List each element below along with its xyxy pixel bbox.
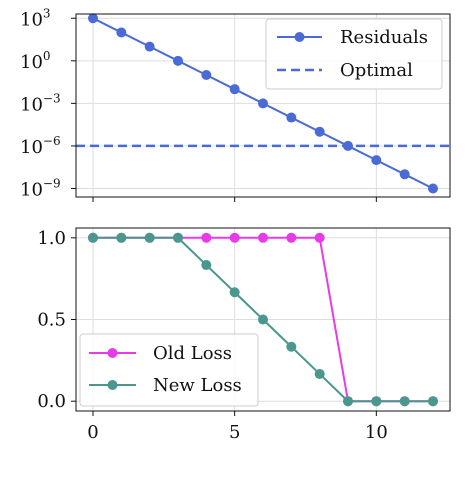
bottom-series (88, 232, 438, 407)
top-panel: 103 100 10−3 10−6 10−9 Residuals Optimal (20, 6, 451, 202)
legend-old-loss-marker (107, 348, 118, 358)
legend-optimal-label: Optimal (340, 60, 413, 81)
residuals-point (144, 41, 155, 52)
residuals-point (88, 13, 98, 24)
new-loss-point (343, 396, 353, 407)
residuals-point (399, 169, 410, 180)
legend-new-loss-label: New Loss (153, 375, 242, 396)
bottom-panel: 1.0 0.5 0.0 0 5 10 Old Loss New Loss (37, 227, 451, 443)
legend-residuals-marker (294, 32, 305, 42)
new-loss-point (399, 396, 410, 407)
residuals-point (116, 27, 127, 38)
new-loss-point (286, 341, 297, 352)
top-x-ticks (92, 197, 377, 202)
top-y-tick-label: 10−6 (20, 134, 61, 158)
new-loss-point (258, 314, 268, 325)
bottom-x-axis: 0 5 10 (87, 411, 388, 443)
legend-new-loss-marker (107, 380, 118, 390)
legend-residuals-label: Residuals (340, 27, 428, 48)
new-loss-point (144, 232, 155, 243)
top-y-axis: 103 100 10−3 10−6 10−9 (20, 6, 76, 200)
bottom-x-tick-label: 0 (87, 422, 98, 443)
bottom-x-tick-label: 5 (229, 422, 240, 443)
old-loss-point (229, 232, 240, 243)
top-y-tick-label: 10−3 (20, 91, 61, 115)
old-loss-point (258, 232, 268, 243)
top-y-tick-label: 10−9 (20, 176, 61, 200)
bottom-y-tick-label: 0.0 (37, 391, 66, 412)
residuals-point (201, 70, 212, 80)
residuals-point (286, 112, 297, 123)
old-loss-point (314, 232, 325, 243)
residuals-point (428, 183, 438, 194)
bottom-y-tick-label: 1.0 (37, 228, 66, 249)
new-loss-point (428, 396, 438, 407)
bottom-y-tick-label: 0.5 (37, 310, 66, 331)
top-y-tick-label: 103 (20, 6, 51, 30)
residuals-point (258, 98, 268, 109)
old-loss-point (286, 232, 297, 243)
residuals-point (229, 84, 240, 95)
top-y-tick-label: 100 (20, 49, 51, 73)
bottom-legend: Old Loss New Loss (79, 333, 259, 407)
residuals-point (314, 126, 325, 137)
new-loss-point (314, 368, 325, 379)
top-series (76, 13, 450, 194)
residuals-point (173, 55, 183, 66)
top-plot-frame (75, 13, 451, 198)
new-loss-point (88, 232, 98, 243)
residuals-point (371, 155, 382, 166)
bottom-y-axis: 1.0 0.5 0.0 (37, 228, 76, 412)
bottom-x-tick-label: 10 (365, 422, 388, 443)
new-loss-point (116, 232, 127, 243)
new-loss-point (173, 232, 183, 243)
new-loss-point (201, 260, 212, 271)
top-legend: Residuals Optimal (265, 18, 443, 90)
new-loss-point (229, 287, 240, 298)
old-loss-point (201, 232, 212, 243)
new-loss-point (371, 396, 382, 407)
legend-old-loss-label: Old Loss (153, 343, 232, 364)
